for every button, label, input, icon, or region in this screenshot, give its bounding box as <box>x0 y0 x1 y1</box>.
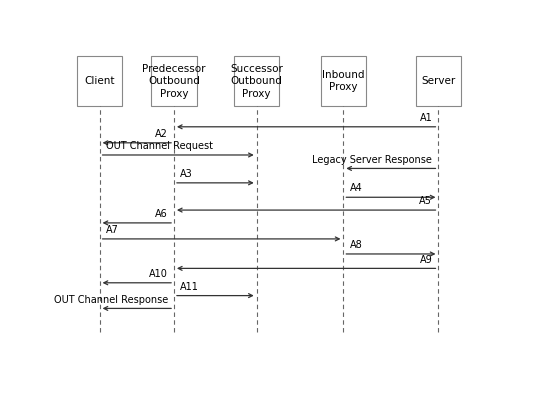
Text: OUT Channel Request: OUT Channel Request <box>106 141 213 151</box>
Text: A7: A7 <box>106 225 119 235</box>
Bar <box>416 56 461 106</box>
Text: Successor
Outbound
Proxy: Successor Outbound Proxy <box>230 64 283 99</box>
Bar <box>234 56 279 106</box>
Text: A11: A11 <box>180 282 199 292</box>
Text: A6: A6 <box>155 209 168 219</box>
Text: Client: Client <box>84 76 115 86</box>
Text: Predecessor
Outbound
Proxy: Predecessor Outbound Proxy <box>142 64 206 99</box>
Bar <box>321 56 366 106</box>
Text: A8: A8 <box>350 240 362 250</box>
Text: A10: A10 <box>149 269 168 279</box>
Text: A1: A1 <box>419 113 432 123</box>
Bar <box>77 56 123 106</box>
Text: A4: A4 <box>350 183 362 193</box>
Bar <box>151 56 197 106</box>
Text: Legacy Server Response: Legacy Server Response <box>312 155 432 165</box>
Text: A2: A2 <box>155 129 168 139</box>
Text: A3: A3 <box>180 169 193 179</box>
Text: OUT Channel Response: OUT Channel Response <box>54 295 168 305</box>
Text: Server: Server <box>421 76 456 86</box>
Text: A5: A5 <box>419 196 432 206</box>
Text: Inbound
Proxy: Inbound Proxy <box>322 70 365 92</box>
Text: A9: A9 <box>419 255 432 265</box>
